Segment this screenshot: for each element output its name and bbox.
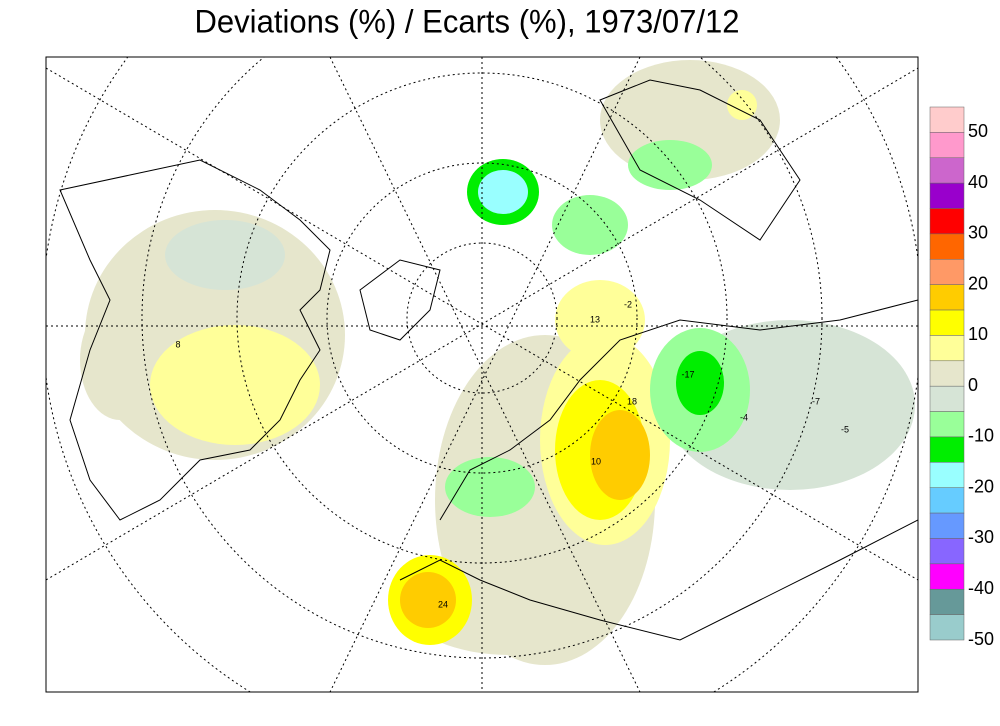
colorbar-swatch — [929, 132, 965, 159]
colorbar-swatch — [929, 259, 965, 285]
colorbar-swatch — [929, 538, 965, 565]
colorbar-label: 50 — [968, 121, 988, 141]
colorbar-swatch — [929, 487, 965, 514]
colorbar-label: 40 — [968, 172, 988, 192]
colorbar-label: -20 — [968, 476, 994, 496]
contour-label: -2 — [624, 299, 632, 309]
map-frame — [45, 56, 919, 693]
colorbar-swatch — [929, 182, 965, 209]
colorbar-label: -50 — [968, 629, 994, 649]
colorbar: 50 40 30 20 10 0 -10 -20 -30 -40 -50 — [929, 106, 994, 649]
graticule — [46, 57, 918, 692]
colorbar-swatch — [929, 106, 965, 133]
colorbar-label: 30 — [968, 223, 988, 243]
colorbar-label: 0 — [968, 375, 978, 395]
contour-label: 24 — [438, 599, 448, 609]
contour-label: -7 — [812, 396, 820, 406]
colorbar-swatch — [929, 284, 965, 311]
contour-label: 10 — [591, 456, 601, 466]
contour-label: 13 — [590, 314, 600, 324]
colorbar-swatch — [929, 157, 965, 184]
contour-label: -5 — [841, 424, 849, 434]
anomaly-fields — [80, 60, 915, 665]
colorbar-swatch — [929, 360, 965, 387]
contour-label: -4 — [740, 412, 748, 422]
contour-labels: 24 18 10 13 -2 -17 -4 -7 -5 8 — [175, 299, 849, 609]
coastlines — [59, 79, 918, 641]
colorbar-label: -30 — [968, 527, 994, 547]
colorbar-label: 10 — [968, 324, 988, 344]
contour-label: 18 — [627, 396, 637, 406]
colorbar-label: 20 — [968, 273, 988, 293]
colorbar-swatch — [929, 512, 965, 539]
colorbar-label: -10 — [968, 426, 994, 446]
colorbar-swatch — [929, 309, 965, 336]
colorbar-swatch — [929, 563, 965, 590]
colorbar-swatch — [929, 233, 965, 260]
colorbar-swatch — [929, 614, 965, 641]
colorbar-swatch — [929, 588, 965, 615]
colorbar-swatch — [929, 462, 965, 488]
colorbar-swatch — [929, 385, 965, 412]
title: Deviations (%) / Ecarts (%), 1973/07/12 — [195, 3, 740, 39]
contour-label: -17 — [681, 369, 694, 379]
colorbar-swatch — [929, 208, 965, 235]
colorbar-swatch — [929, 335, 965, 362]
colorbar-label: -40 — [968, 578, 994, 598]
contour-label: 8 — [175, 339, 180, 349]
colorbar-swatch — [929, 436, 965, 463]
map: 24 18 10 13 -2 -17 -4 -7 -5 8 — [46, 57, 918, 692]
colorbar-swatch — [929, 411, 965, 438]
